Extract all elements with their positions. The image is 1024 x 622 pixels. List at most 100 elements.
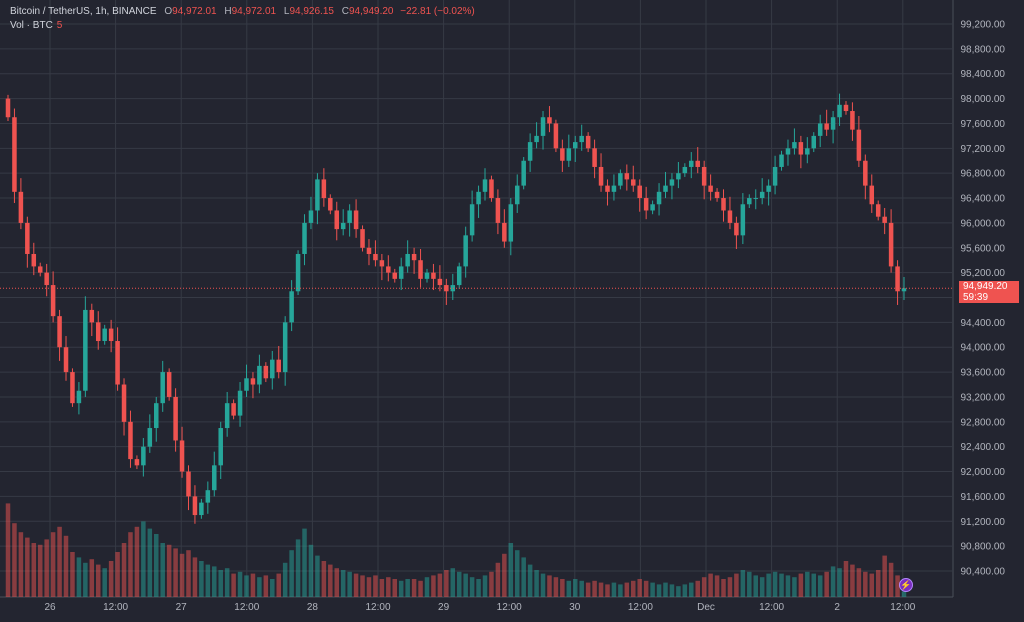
volume-bar <box>57 526 62 597</box>
legend-row-volume: Vol · BTC 5 <box>10 19 475 33</box>
candle-body <box>534 135 539 143</box>
candle-body <box>244 378 249 391</box>
candle-body <box>57 316 62 348</box>
volume-bar <box>656 584 662 597</box>
volume-bar <box>18 532 24 597</box>
volume-bar <box>179 553 185 597</box>
volume-bar <box>882 555 887 597</box>
volume-bar <box>83 562 88 597</box>
y-tick-label: 99,200.00 <box>961 20 1006 31</box>
countdown-value: 59:39 <box>963 292 989 303</box>
candle-body <box>386 266 391 273</box>
candle-body <box>553 123 559 149</box>
candle-body <box>12 117 17 192</box>
y-tick-label: 96,000.00 <box>961 218 1006 229</box>
volume-bar <box>444 570 449 597</box>
candle-body <box>747 198 752 205</box>
candle-body <box>856 129 862 161</box>
volume-bar <box>270 579 275 597</box>
y-tick-label: 91,200.00 <box>961 517 1006 528</box>
volume-bar <box>566 580 572 597</box>
candle-body <box>18 191 24 223</box>
volume-bar <box>115 552 120 597</box>
candle-body <box>102 328 107 342</box>
volume-bar <box>676 586 681 597</box>
volume-bar <box>534 570 539 597</box>
volume-bar <box>405 579 410 597</box>
candle-body <box>237 390 243 416</box>
price-axis-pane <box>953 0 1024 617</box>
volume-bar <box>456 571 462 597</box>
candle-body <box>805 148 810 155</box>
x-tick-label: 2 <box>834 602 840 613</box>
candle-body <box>708 185 713 192</box>
volume-bar <box>734 573 739 597</box>
candle-body <box>875 204 881 217</box>
candle-body <box>456 266 462 286</box>
candle-body <box>779 154 784 167</box>
candle-body <box>192 496 198 516</box>
candle-body <box>585 135 591 149</box>
volume-bar <box>308 544 314 597</box>
x-tick-label: 12:00 <box>628 602 653 613</box>
volume-bar <box>398 580 404 597</box>
candle-body <box>347 210 352 223</box>
candle-body <box>689 160 694 167</box>
candle-body <box>572 142 578 149</box>
volume-bar <box>547 575 552 597</box>
y-tick-label: 94,400.00 <box>961 318 1006 329</box>
volume-bar <box>366 577 372 597</box>
volume-bar <box>843 561 849 597</box>
y-tick-label: 96,400.00 <box>961 194 1006 205</box>
volume-bar <box>514 550 520 597</box>
volume-bar <box>334 568 340 597</box>
volume-bar <box>360 575 365 597</box>
volume-bar <box>637 579 642 597</box>
volume-bar <box>5 503 11 597</box>
volume-label[interactable]: Vol · BTC <box>10 20 53 31</box>
candle-body <box>270 359 275 379</box>
close-label: C <box>341 6 349 17</box>
volume-bar <box>740 570 746 597</box>
volume-bar <box>701 577 707 597</box>
volume-bar <box>579 580 584 597</box>
volume-bar <box>592 580 597 597</box>
volume-bar <box>276 573 281 597</box>
volume-bar <box>824 571 829 597</box>
volume-bar <box>431 575 436 597</box>
volume-bar <box>218 570 223 597</box>
volume-bar <box>785 575 791 597</box>
candle-body <box>482 179 488 192</box>
candle-body <box>373 253 378 261</box>
lightning-bolt-icon[interactable]: ⚡ <box>899 578 913 592</box>
x-tick-label: 27 <box>176 602 188 613</box>
volume-bar <box>128 532 133 597</box>
candle-body <box>637 185 642 199</box>
x-tick-label: 12:00 <box>103 602 128 613</box>
x-tick-label: 26 <box>44 602 56 613</box>
volume-bar <box>727 577 733 597</box>
y-tick-label: 93,200.00 <box>961 392 1006 403</box>
candle-body <box>888 222 894 267</box>
volume-bar <box>805 571 810 597</box>
volume-bar <box>386 577 391 597</box>
volume-bar <box>347 571 352 597</box>
candle-body <box>334 210 340 230</box>
volume-bar <box>605 584 610 597</box>
chart-legend: Bitcoin / TetherUS, 1h, BINANCE O94,972.… <box>10 5 475 33</box>
symbol-label[interactable]: Bitcoin / TetherUS, 1h, BINANCE <box>10 6 157 17</box>
volume-bar <box>521 557 526 597</box>
volume-bar <box>70 552 75 597</box>
candle-body <box>308 210 314 223</box>
candle-body <box>514 185 520 205</box>
candle-body <box>250 378 256 385</box>
candle-body <box>676 173 681 180</box>
x-tick-label: Dec <box>697 602 715 613</box>
candle-body <box>734 222 739 236</box>
open-label: O <box>164 6 173 17</box>
volume-bar <box>527 564 533 597</box>
y-tick-label: 92,000.00 <box>961 467 1006 478</box>
low-label: L <box>283 6 290 17</box>
